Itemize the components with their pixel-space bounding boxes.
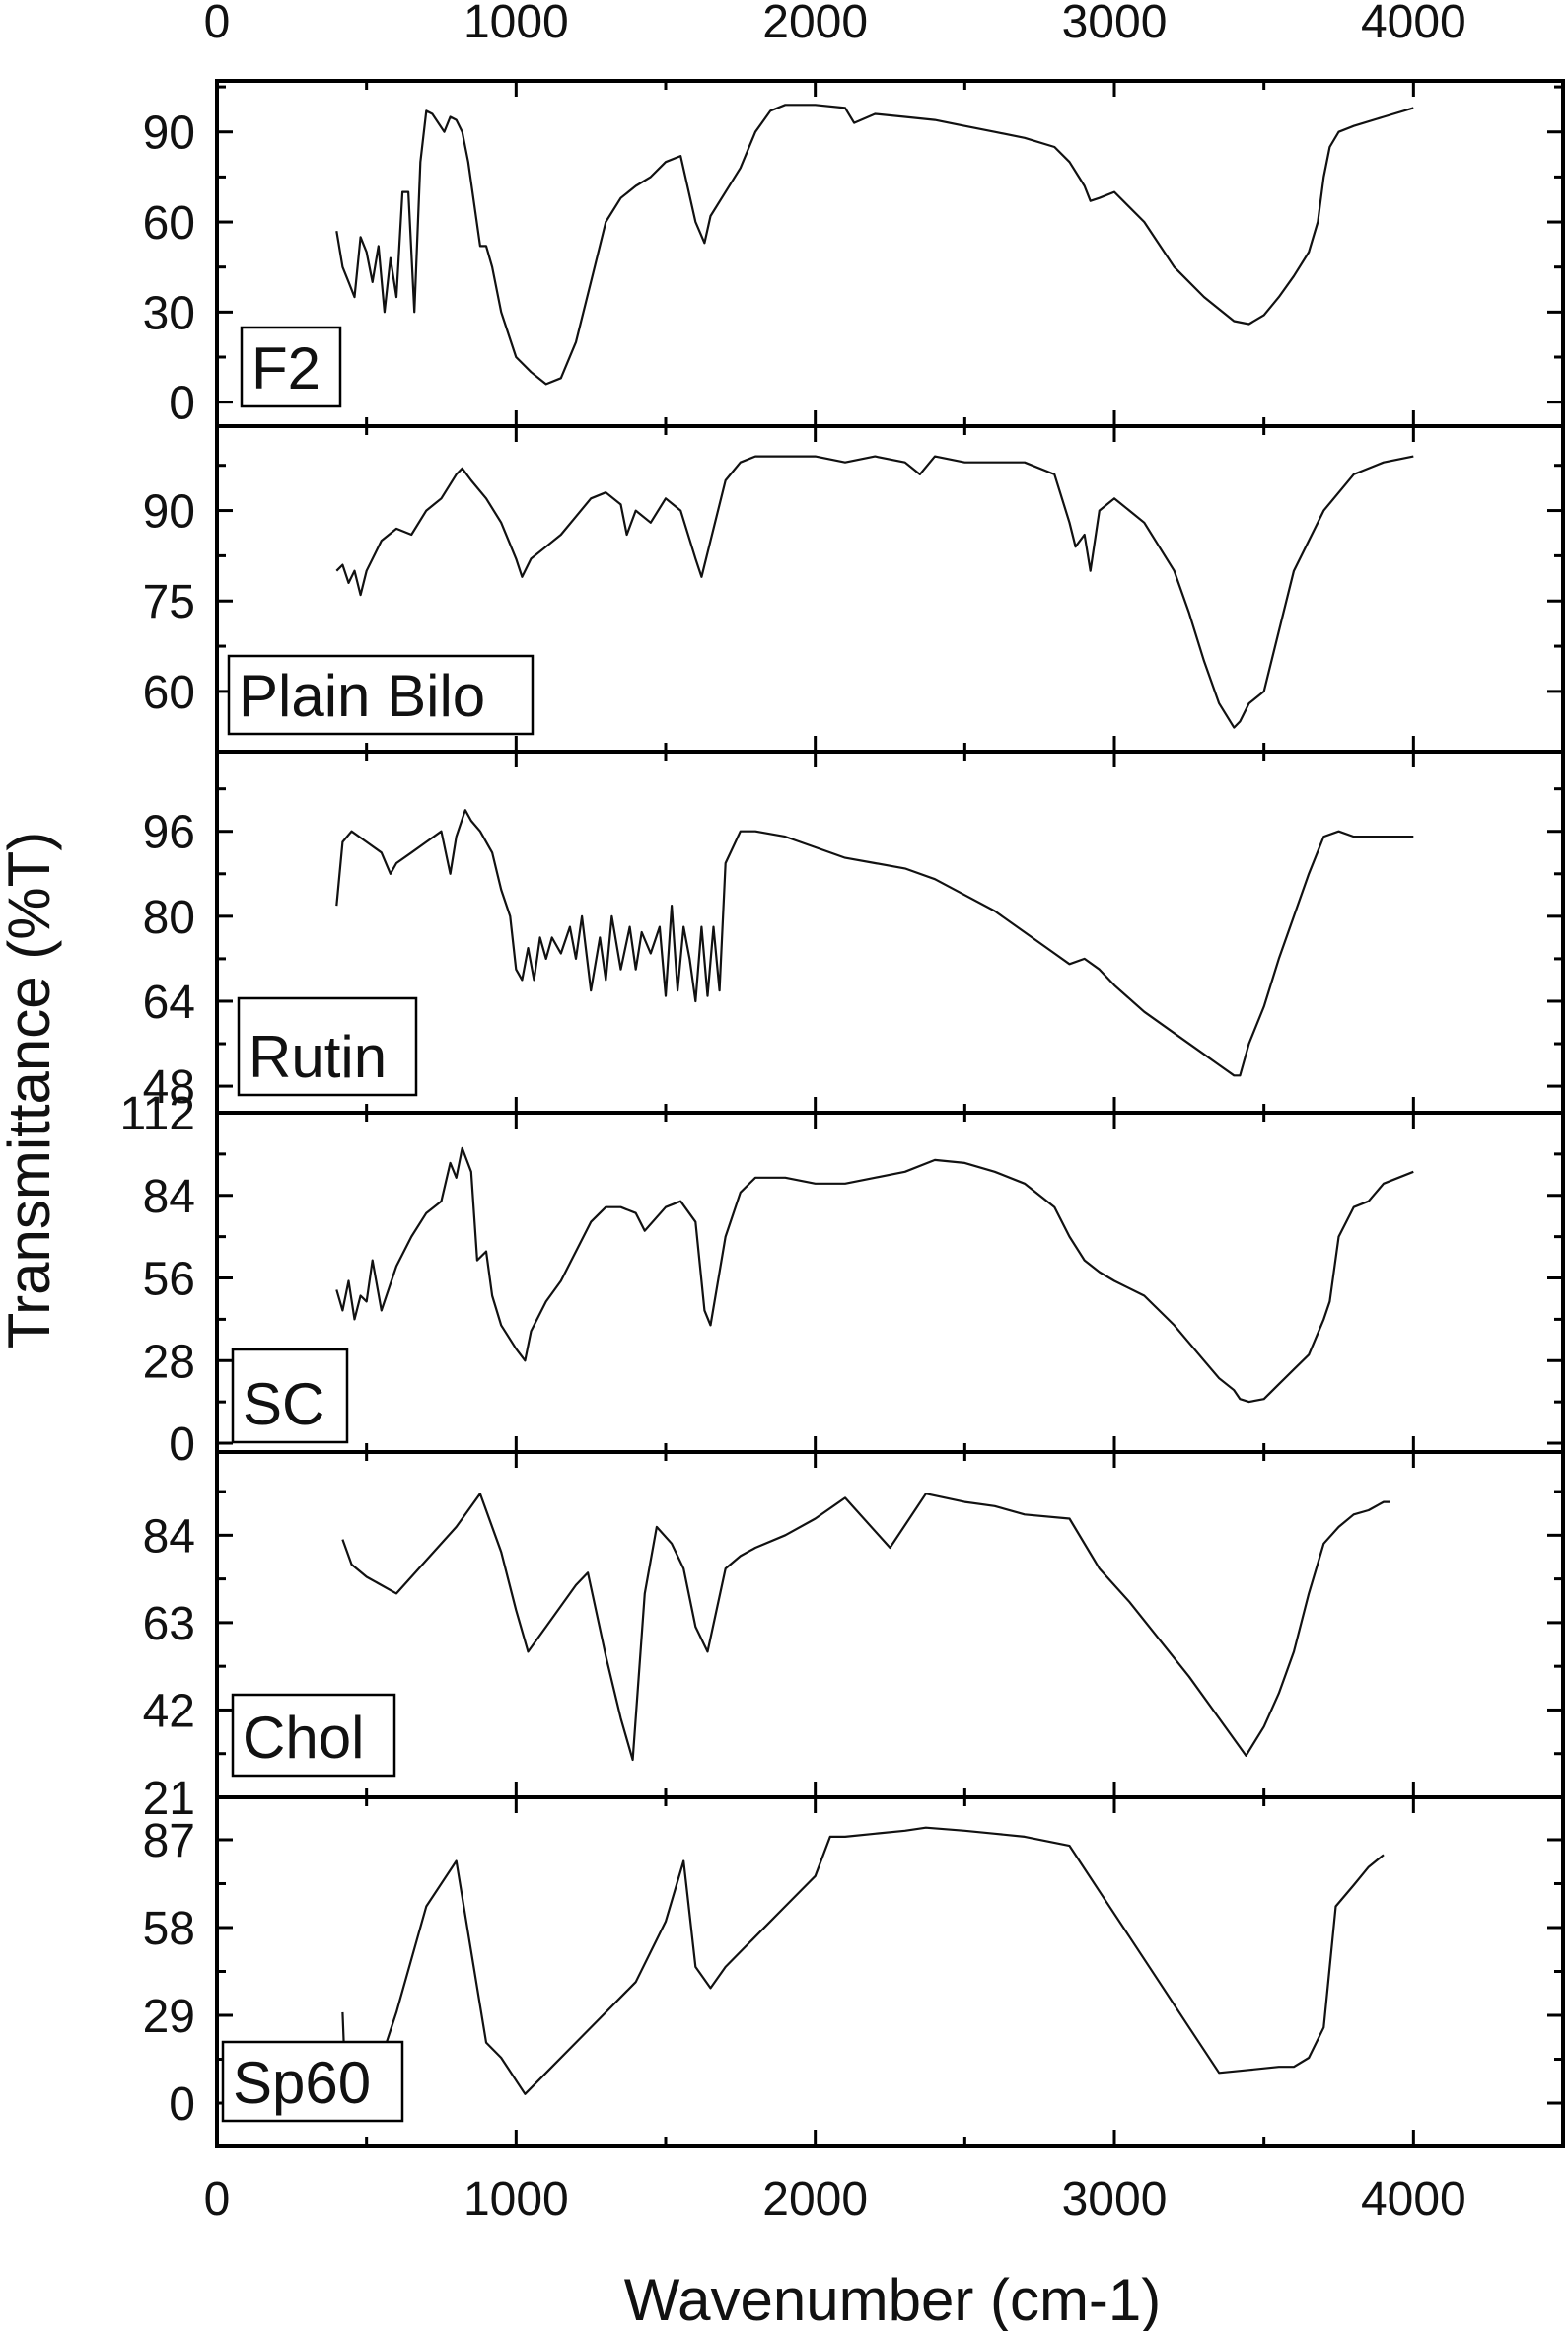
y-tick-label: 96	[143, 807, 195, 859]
y-tick-label: 56	[143, 1254, 195, 1306]
y-tick-label: 30	[143, 287, 195, 339]
y-tick-label: 42	[143, 1685, 195, 1737]
y-tick-label: 28	[143, 1336, 195, 1388]
panel-frame	[215, 79, 1565, 428]
panel-label-chol: Chol	[243, 1705, 364, 1771]
panel-chol: 21 42 63 84 Chol	[143, 1450, 1565, 1825]
panel-label-sp60: Sp60	[233, 2050, 371, 2116]
bottom-x-tick-label: 2000	[762, 2173, 868, 2225]
bottom-x-tick-label: 3000	[1062, 2173, 1168, 2225]
series-line-chol	[341, 1493, 1390, 1762]
y-tick-label: 84	[143, 1171, 195, 1223]
y-tick-label: 60	[143, 197, 195, 250]
y-tick-label: 58	[143, 1903, 195, 1955]
y-tick-label: 90	[143, 486, 195, 539]
panel-label-sc: SC	[243, 1371, 324, 1437]
bottom-x-tick-label: 4000	[1361, 2173, 1466, 2225]
bottom-x-axis: 0 1000 2000 3000 4000	[204, 2173, 1466, 2225]
panel-label-box	[231, 1348, 349, 1444]
panel-f2: 0 30 60 90 F2	[143, 79, 1565, 430]
top-x-tick-label: 0	[204, 0, 231, 48]
panel-label-f2: F2	[251, 335, 321, 401]
top-x-axis: 0 1000 2000 3000 4000	[204, 0, 1466, 48]
series-line-plain-bilo	[335, 455, 1414, 729]
x-axis-title: Wavenumber (cm-1)	[624, 2267, 1162, 2331]
panel-frame	[215, 1795, 1565, 2148]
y-tick-label: 48	[143, 1061, 195, 1114]
y-axis-title: Transmittance (%T)	[0, 832, 62, 1349]
y-tick-label: 0	[169, 2078, 195, 2131]
panel-label-box	[227, 654, 535, 736]
panel-frame	[215, 750, 1565, 1115]
panel-label-box	[221, 2040, 404, 2123]
top-x-tick-label: 2000	[762, 0, 868, 48]
y-tick-label: 112	[119, 1088, 195, 1140]
series-line-f2	[335, 104, 1414, 386]
y-tick-label: 87	[143, 1815, 195, 1867]
y-tick-label: 0	[169, 378, 195, 430]
y-tick-label: 75	[143, 576, 195, 628]
panel-frame	[215, 1111, 1565, 1454]
panel-sp60: 0 29 58 87 Sp60	[143, 1795, 1565, 2148]
series-line-sp60	[341, 1826, 1385, 2120]
y-tick-label: 60	[143, 667, 195, 719]
panel-sc: 0 28 56 84 112 SC	[119, 1088, 1565, 1471]
y-tick-label: 84	[143, 1510, 195, 1563]
bottom-x-tick-label: 1000	[463, 2173, 569, 2225]
bottom-x-tick-label: 0	[204, 2173, 231, 2225]
top-x-tick-label: 4000	[1361, 0, 1466, 48]
y-tick-label: 80	[143, 892, 195, 944]
panel-label-box	[237, 996, 418, 1097]
top-x-tick-label: 3000	[1062, 0, 1168, 48]
y-tick-label: 64	[143, 977, 195, 1029]
y-tick-label: 90	[143, 108, 195, 160]
y-tick-label: 29	[143, 1991, 195, 2043]
panel-label-plain-bilo: Plain Bilo	[239, 663, 485, 729]
y-tick-label: 21	[143, 1773, 195, 1825]
panel-label-rutin: Rutin	[249, 1024, 387, 1090]
y-tick-label: 0	[169, 1419, 195, 1471]
panel-plain-bilo: 60 75 90 Plain Bilo	[143, 424, 1565, 754]
y-tick-label: 63	[143, 1598, 195, 1650]
series-line-sc	[335, 1146, 1414, 1404]
panel-label-box	[231, 1693, 396, 1778]
panel-label-box	[240, 326, 342, 408]
series-line-rutin	[335, 809, 1414, 1077]
panel-rutin: 48 64 80 96 Rutin	[143, 750, 1565, 1115]
top-x-tick-label: 1000	[463, 0, 569, 48]
panel-frame	[215, 1450, 1565, 1799]
